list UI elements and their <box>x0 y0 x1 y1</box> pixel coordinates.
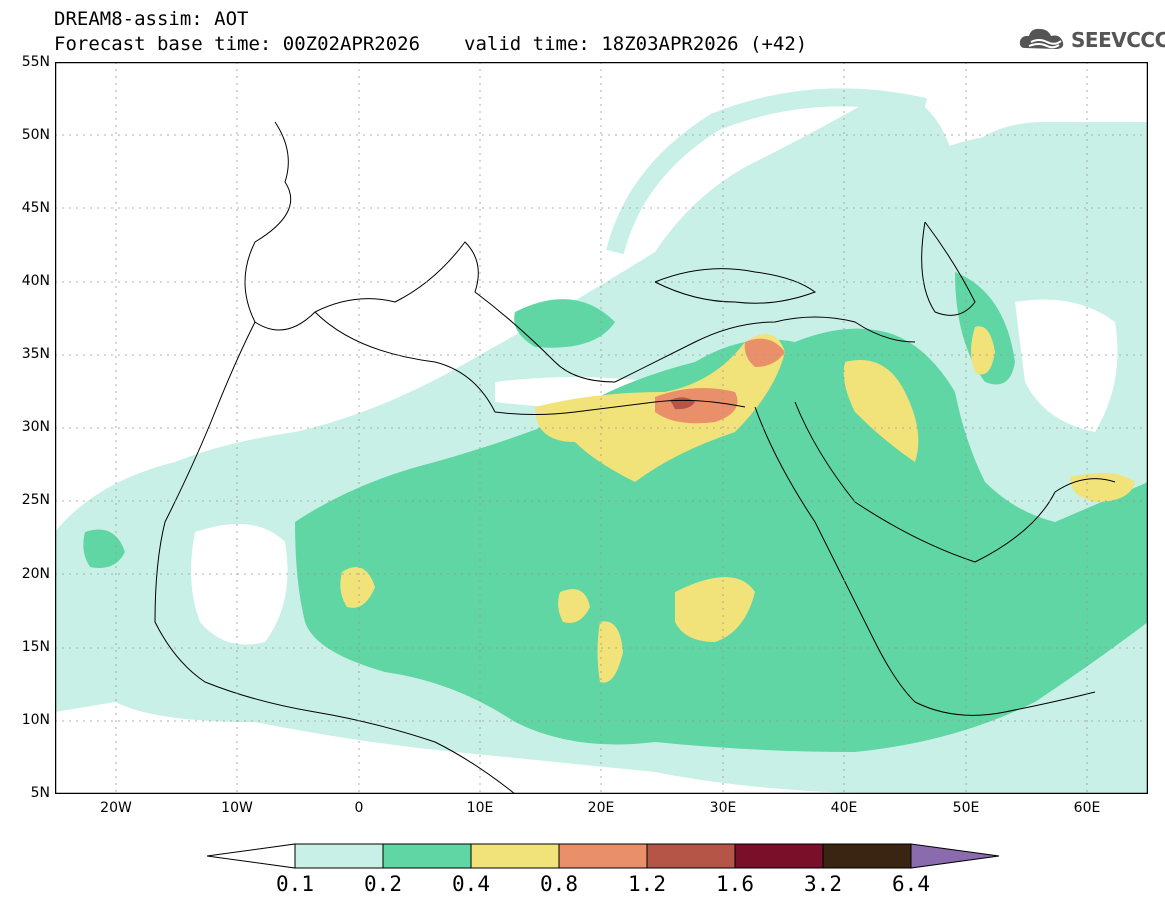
clear-area-iran <box>1015 299 1118 432</box>
cloud-logo-icon <box>1019 28 1064 49</box>
aot-map <box>55 62 1148 794</box>
aot-band-0.8-cyprus <box>744 338 785 367</box>
aot-band-0.4-chad <box>558 589 590 623</box>
lat-label-30n: 30N <box>21 419 50 435</box>
coastline-caspian <box>921 221 976 316</box>
lat-label-40n: 40N <box>21 273 50 289</box>
aot-band-0.4-iran-patch <box>971 326 995 375</box>
logo-text: SEEVCCC <box>1071 28 1165 52</box>
lon-label-20w: 20W <box>100 800 132 816</box>
forecast-times: Forecast base time: 00Z02APR2026 valid ti… <box>54 33 807 55</box>
aot-band-0.4-sahara <box>675 577 755 642</box>
base-time: Forecast base time: 00Z02APR2026 <box>54 33 421 55</box>
seevccc-logo: SEEVCCC <box>1017 24 1165 56</box>
lat-label-20n: 20N <box>21 566 50 582</box>
lat-label-50n: 50N <box>21 127 50 143</box>
colorbar-swatch-0.2 <box>382 843 472 869</box>
colorbar-label-0.8: 0.8 <box>540 872 578 896</box>
colorbar-label-1.6: 1.6 <box>716 872 754 896</box>
lat-label-5n: 5N <box>30 785 50 801</box>
lon-label-50e: 50E <box>952 800 980 816</box>
colorbar-label-6.4: 6.4 <box>892 872 930 896</box>
coastline-red-sea <box>754 406 916 703</box>
coastline-arabia <box>794 401 1116 563</box>
lat-label-35n: 35N <box>21 346 50 362</box>
colorbar <box>206 843 1000 869</box>
aot-band-0.4-chad-south <box>597 621 623 683</box>
lat-label-10n: 10N <box>21 712 50 728</box>
lon-label-20e: 20E <box>587 800 615 816</box>
colorbar-swatch-3.2 <box>822 843 912 869</box>
map-frame <box>55 62 1148 794</box>
colorbar-label-3.2: 3.2 <box>804 872 842 896</box>
coastline-horn <box>914 691 1096 716</box>
colorbar-label-1.2: 1.2 <box>628 872 666 896</box>
aot-band-0.4-gulf <box>1070 473 1135 502</box>
coastline-europe <box>244 121 916 383</box>
aot-band-0.2-aegean <box>514 299 615 348</box>
colorbar-swatch-1.2 <box>646 843 736 869</box>
colorbar-swatch-0.1 <box>294 843 384 869</box>
aot-band-0.4-mali <box>340 567 375 608</box>
graticule <box>55 62 1148 794</box>
valid-time: valid time: 18Z03APR2026 (+42) <box>464 33 808 55</box>
colorbar-label-0.2: 0.2 <box>364 872 402 896</box>
lon-label-40e: 40E <box>830 800 858 816</box>
colorbar-label-0.1: 0.1 <box>276 872 314 896</box>
lat-label-55n: 55N <box>21 54 50 70</box>
aot-shading <box>55 88 1148 794</box>
lon-label-10e: 10E <box>466 800 494 816</box>
lat-label-25n: 25N <box>21 492 50 508</box>
lon-label-0: 0 <box>354 800 364 816</box>
colorbar-swatch-above <box>910 843 1000 869</box>
aot-band-0.2-atlantic <box>83 529 125 568</box>
coastline-north-africa <box>314 311 746 415</box>
lat-label-45n: 45N <box>21 200 50 216</box>
colorbar-swatch-0.4 <box>470 843 560 869</box>
lon-label-10w: 10W <box>221 800 253 816</box>
aot-band-0.4-iraq <box>843 360 919 462</box>
map-title: DREAM8-assim: AOT <box>54 8 249 30</box>
aot-band-0.2-iran <box>955 272 1015 385</box>
aot-band-0.1-arc <box>606 88 927 255</box>
colorbar-swatch-1.6 <box>734 843 824 869</box>
aot-band-0.8 <box>655 388 738 424</box>
lon-label-60e: 60E <box>1073 800 1101 816</box>
lon-label-30e: 30E <box>709 800 737 816</box>
coastline-africa <box>154 321 516 794</box>
coastlines <box>154 121 1116 794</box>
lat-label-15n: 15N <box>21 639 50 655</box>
colorbar-label-0.4: 0.4 <box>452 872 490 896</box>
coastline-black-sea <box>654 268 817 304</box>
colorbar-swatch-below <box>206 843 296 869</box>
aot-band-0.2 <box>295 328 1148 752</box>
colorbar-swatch-0.8 <box>558 843 648 869</box>
clear-area-west <box>191 524 288 645</box>
